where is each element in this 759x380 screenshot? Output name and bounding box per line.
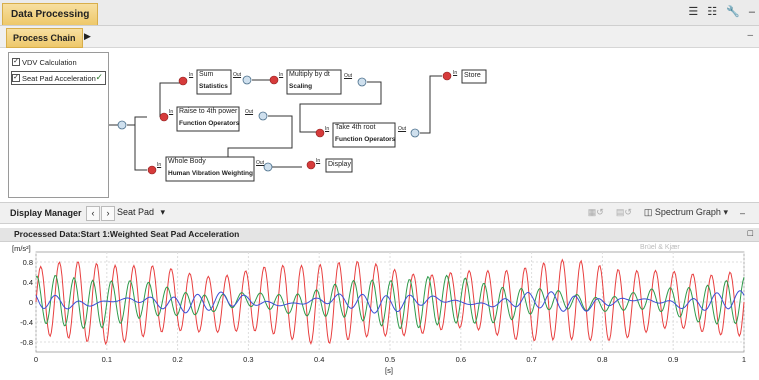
data-processing-tab[interactable]: Data Processing [2, 3, 99, 25]
x-tick-label: 0.6 [456, 355, 466, 364]
node-whole-title[interactable]: Whole Body [168, 158, 206, 165]
series-line-2 [35, 290, 745, 314]
minimize-icon[interactable]: – [748, 5, 755, 18]
chevron-down-icon: ▾ [160, 207, 166, 217]
title-bar: Data Processing ☰ ☷ 🔧 – [0, 0, 759, 26]
watermark: Brüel & Kjær [640, 244, 680, 251]
check-icon: ✓ [95, 72, 103, 82]
node-take4-sub: Function Operators [335, 136, 396, 143]
layout-split-icon[interactable]: ▤↺ [615, 207, 632, 217]
display-tools: ▦↺ ▤↺ ◫ Spectrum Graph ▾ – [588, 207, 745, 218]
port-in-label: In [325, 126, 330, 132]
port-in-label: In [157, 162, 162, 168]
node-sum-sub: Statistics [199, 83, 228, 90]
chain-diagram [109, 69, 487, 182]
process-chain-bar: Process Chain ▶ – [0, 26, 759, 48]
x-tick-label: 0.7 [526, 355, 536, 364]
x-tick-label: 0.4 [314, 355, 324, 364]
port-in-label: In [453, 70, 458, 76]
y-tick-label: 0.4 [23, 278, 33, 287]
list-item-label: Seat Pad Acceleration [22, 73, 96, 83]
port-in-label: In [316, 158, 321, 164]
node-raise-sub: Function Operators [179, 120, 240, 127]
x-axis-label: [s] [385, 366, 393, 375]
port-out-label: Out [256, 160, 265, 166]
next-button[interactable]: › [101, 206, 115, 221]
node-display-title[interactable]: Display [328, 161, 351, 168]
y-tick-label: -0.4 [20, 318, 33, 327]
y-axis-label: [m/s²] [12, 244, 31, 253]
list-item-label: VDV Calculation [22, 57, 77, 67]
wrench-icon[interactable]: 🔧 [726, 6, 740, 18]
y-tick-label: 0.8 [23, 258, 33, 267]
processed-data-header: Processed Data:Start 1:Weighted Seat Pad… [0, 228, 759, 242]
display-manager-bar: Display Manager ‹ › Seat Pad ▾ ▦↺ ▤↺ ◫ S… [0, 202, 759, 224]
spectrum-graph-button[interactable]: ◫ Spectrum Graph ▾ [644, 207, 728, 218]
minimize-icon[interactable]: – [739, 207, 745, 218]
list-icon[interactable]: ☰ [688, 6, 699, 18]
spectrum-graph-label: Spectrum Graph [654, 207, 721, 217]
node-store-title[interactable]: Store [464, 72, 481, 79]
node-multiply-sub: Scaling [289, 83, 313, 90]
prev-button[interactable]: ‹ [86, 206, 100, 221]
x-tick-label: 0.3 [243, 355, 253, 364]
x-tick-label: 0 [34, 355, 38, 364]
x-tick-label: 1 [742, 355, 746, 364]
list-item[interactable]: ✓ Seat Pad Acceleration ✓ [11, 71, 106, 85]
x-tick-label: 0.5 [385, 355, 395, 364]
chevron-down-icon: ▾ [723, 207, 728, 217]
port-out-label: Out [233, 72, 242, 78]
node-multiply-title[interactable]: Multiply by dt [289, 71, 330, 78]
x-tick-label: 0.9 [668, 355, 678, 364]
y-tick-label: -0.8 [20, 338, 33, 347]
columns-icon[interactable]: ☷ [707, 6, 718, 18]
display-manager-title: Display Manager [10, 208, 82, 218]
port-in-label: In [189, 72, 194, 78]
chain-list: ✓ VDV Calculation ✓ Seat Pad Acceleratio… [8, 52, 109, 198]
minimize-icon[interactable]: – [747, 30, 753, 41]
x-tick-label: 0.1 [102, 355, 112, 364]
port-out-label: Out [344, 73, 353, 79]
x-tick-label: 0.2 [172, 355, 182, 364]
series-line-0 [35, 258, 745, 346]
add-graph-icon: ◫ [643, 207, 653, 217]
toolbar-icons: ☰ ☷ 🔧 – [688, 5, 755, 19]
dropdown-value: Seat Pad [117, 207, 155, 217]
processed-data-title: Processed Data:Start 1:Weighted Seat Pad… [14, 229, 240, 239]
port-in-label: In [169, 109, 174, 115]
node-take4-title[interactable]: Take 4th root [335, 124, 376, 131]
y-tick-label: 0 [29, 298, 33, 307]
play-icon[interactable]: ▶ [84, 31, 91, 41]
series-line-1 [35, 274, 745, 330]
node-whole-sub: Human Vibration Weighting [168, 170, 253, 177]
port-out-label: Out [245, 109, 254, 115]
port-in-label: In [279, 72, 284, 78]
list-item[interactable]: ✓ VDV Calculation [11, 55, 106, 69]
display-dropdown[interactable]: Seat Pad ▾ [117, 207, 165, 218]
checkbox[interactable]: ✓ [12, 58, 20, 66]
node-sum-title[interactable]: Sum [199, 71, 214, 78]
checkbox[interactable]: ✓ [12, 74, 20, 82]
x-tick-label: 0.8 [597, 355, 607, 364]
process-chain-tab[interactable]: Process Chain [6, 28, 83, 48]
node-raise-title[interactable]: Raise to 4th power [179, 108, 238, 115]
restore-icon[interactable]: □ [747, 228, 753, 238]
port-out-label: Out [398, 126, 407, 132]
layout-grid-icon[interactable]: ▦↺ [587, 207, 604, 217]
